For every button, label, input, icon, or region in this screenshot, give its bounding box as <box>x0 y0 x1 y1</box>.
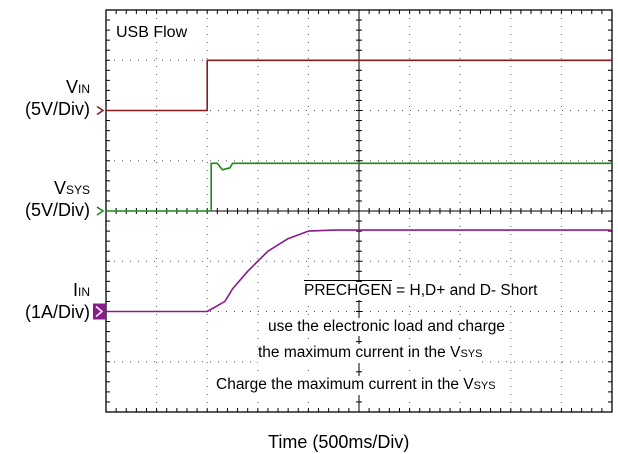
iin-name: I <box>72 280 78 300</box>
channel-label-vsys: VSYS (5V/Div) <box>25 178 90 220</box>
prechgen-overbar-text: PRECHGEN <box>304 280 392 299</box>
traces <box>106 59 612 313</box>
line4-main: Charge the maximum current in the V <box>216 376 474 393</box>
marker-vin <box>96 105 105 116</box>
iin-scale: (1A/Div) <box>24 302 90 322</box>
line4-sub: SYS <box>473 380 496 392</box>
channel-label-iin: IIN (1A/Div) <box>25 280 90 322</box>
vin-sub: IN <box>78 82 90 96</box>
marker-iin <box>93 303 106 320</box>
x-axis-label: Time (500ms/Div) <box>268 432 410 452</box>
chart-title: USB Flow <box>114 24 190 42</box>
vin-scale: (5V/Div) <box>24 99 90 119</box>
annotation-line4: Charge the maximum current in the VSYS <box>216 376 496 395</box>
channel-label-vin: VIN (5V/Div) <box>25 77 90 119</box>
annotation-line3: the maximum current in the VSYS <box>258 344 483 363</box>
prechgen-rest-text: = H,D+ and D- Short <box>391 282 538 299</box>
vsys-name: V <box>53 178 66 198</box>
trace-vsys <box>106 162 612 212</box>
iin-sub: IN <box>78 285 90 299</box>
line3-main: the maximum current in the V <box>258 344 461 361</box>
annotation-prechgen: PRECHGEN = H,D+ and D- Short <box>304 280 538 300</box>
trace-iin <box>106 229 612 313</box>
trace-vin <box>106 59 612 112</box>
line3-sub: SYS <box>460 348 483 360</box>
vsys-scale: (5V/Div) <box>24 200 90 220</box>
vin-name: V <box>65 77 78 97</box>
vsys-sub: SYS <box>65 183 90 197</box>
marker-vsys <box>96 206 105 216</box>
marker-arrow-iin <box>95 305 104 318</box>
channel-markers <box>93 105 106 320</box>
annotation-line2: use the electronic load and charge <box>268 318 505 336</box>
